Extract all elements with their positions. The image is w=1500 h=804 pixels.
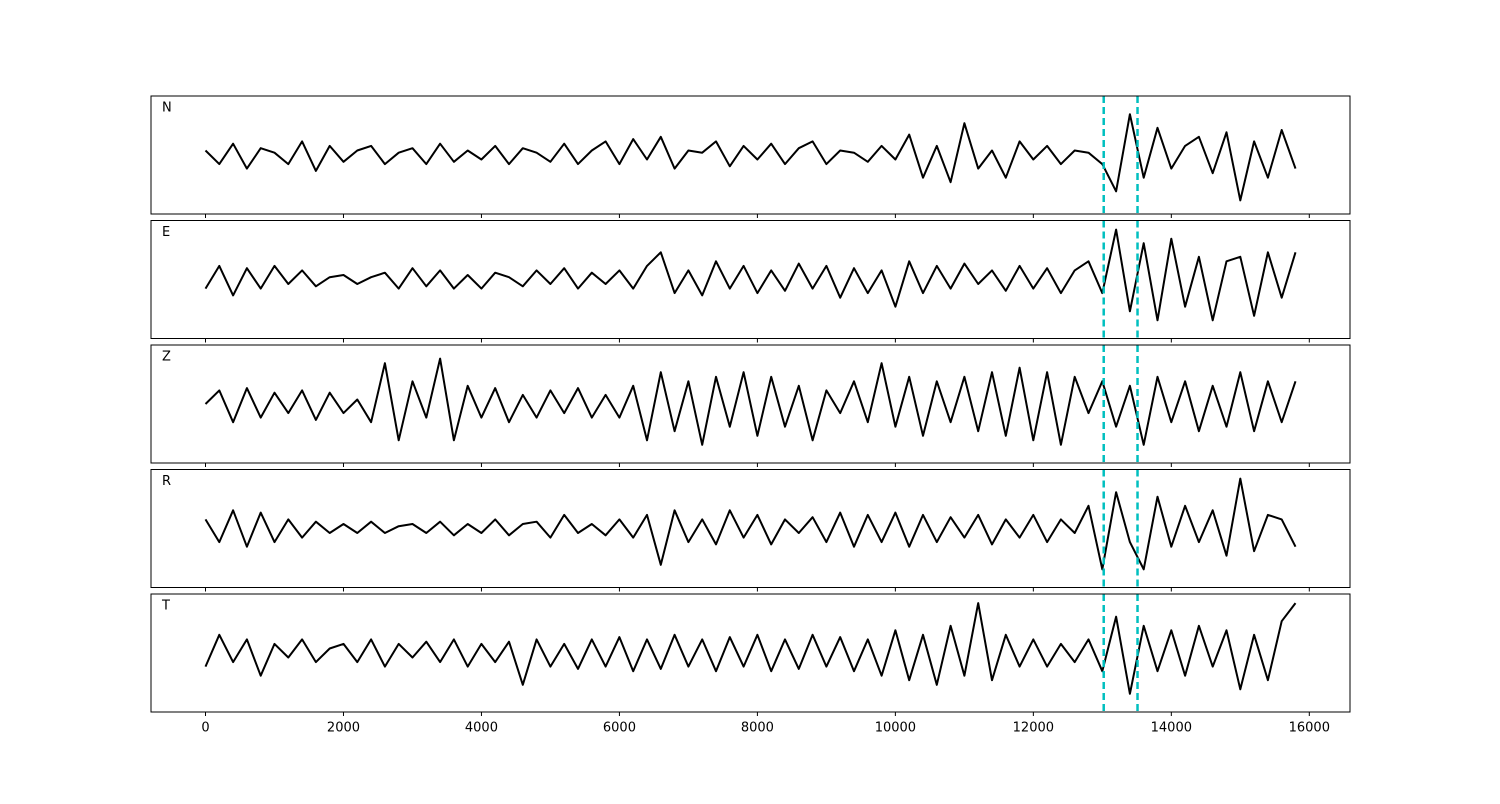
axes-frame — [150, 220, 1351, 339]
axes-frame — [150, 593, 1351, 713]
x-tick-label: 4000 — [465, 721, 498, 736]
waveform — [204, 113, 1297, 202]
panel-label: E — [162, 225, 170, 240]
x-tick-label: 2000 — [327, 721, 360, 736]
waveform — [204, 357, 1297, 446]
waveform — [204, 602, 1297, 695]
panel-label: Z — [162, 350, 171, 365]
x-tick-label: 14000 — [1151, 721, 1192, 736]
x-tick-label: 12000 — [1013, 721, 1054, 736]
waveform — [204, 477, 1297, 571]
x-tick-label: 10000 — [875, 721, 916, 736]
waveform — [204, 228, 1297, 322]
x-tick-label: 16000 — [1289, 721, 1330, 736]
panel-label: N — [162, 101, 172, 116]
x-tick-label: 6000 — [603, 721, 636, 736]
axes-frame — [150, 344, 1351, 464]
x-tick-label: 8000 — [741, 721, 774, 736]
panel-label: R — [162, 474, 171, 489]
x-tick-label: 0 — [201, 721, 209, 736]
axes-frame — [150, 95, 1351, 215]
panel-label: T — [161, 599, 170, 614]
axes-frame — [150, 469, 1351, 588]
